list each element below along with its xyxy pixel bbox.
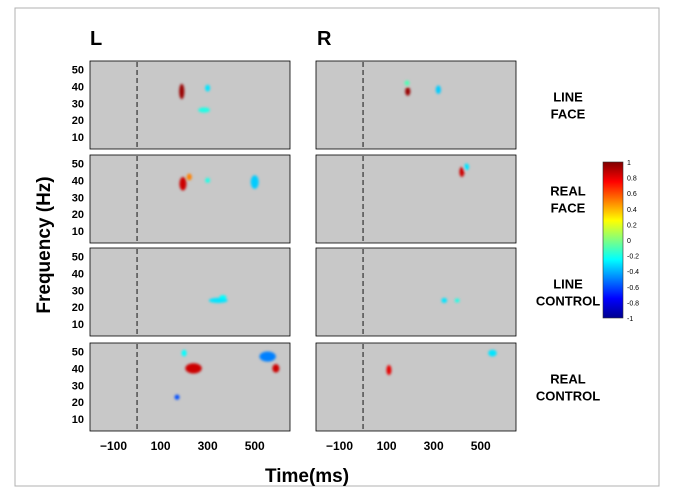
colorbar-tick-label: 0.2 xyxy=(627,222,637,229)
x-tick-label: 500 xyxy=(471,439,491,453)
activation-blob xyxy=(386,365,391,375)
y-tick-label: 20 xyxy=(72,209,84,221)
condition-label: CONTROL xyxy=(536,294,600,309)
activation-blob xyxy=(251,175,259,189)
activation-blob xyxy=(272,364,279,372)
y-tick-label: 10 xyxy=(72,414,84,426)
colorbar-tick-label: -0.2 xyxy=(627,254,639,261)
colorbar-tick-label: 0.8 xyxy=(627,176,637,183)
y-tick-label: 10 xyxy=(72,226,84,238)
colorbar-ramp xyxy=(603,162,623,318)
y-tick-label: 10 xyxy=(72,132,84,144)
y-tick-label: 40 xyxy=(72,363,84,375)
activation-blob xyxy=(179,177,186,191)
panel-l-real-face: 10 20 30 40 50 xyxy=(72,155,290,243)
y-tick-label: 20 xyxy=(72,397,84,409)
activation-blob xyxy=(259,351,275,361)
y-tick-label: 30 xyxy=(72,285,84,297)
y-tick-label: 50 xyxy=(72,158,84,170)
y-tick-label: 30 xyxy=(72,98,84,110)
activation-blob xyxy=(205,85,210,92)
x-tick-label: −100 xyxy=(100,439,127,453)
x-tick-label: 300 xyxy=(424,439,444,453)
colorbar-tick-label: -0.8 xyxy=(627,300,639,307)
x-tick-label: 100 xyxy=(151,439,171,453)
activation-blob xyxy=(187,174,192,181)
activation-blob xyxy=(405,80,410,85)
y-tick-label: 50 xyxy=(72,64,84,76)
condition-label: FACE xyxy=(551,107,586,122)
panel-background xyxy=(316,343,516,431)
panel-background xyxy=(316,61,516,149)
colorbar-tick-label: -0.4 xyxy=(627,269,639,276)
colorbar-tick-label: 0.4 xyxy=(627,207,637,214)
y-tick-label: 40 xyxy=(72,268,84,280)
y-tick-label: 40 xyxy=(72,175,84,187)
panel-l-line-face: 10 20 30 40 50 xyxy=(72,61,290,149)
activation-blob xyxy=(441,298,447,303)
panel-r-line-face xyxy=(316,61,516,149)
colorbar-tick-label: 1 xyxy=(627,160,631,167)
panel-background xyxy=(90,248,290,336)
panel-background xyxy=(90,61,290,149)
condition-label: LINE xyxy=(553,277,583,292)
activation-blob xyxy=(185,363,201,373)
activation-blob xyxy=(436,86,441,94)
y-tick-label: 10 xyxy=(72,319,84,331)
colorbar-tick-label: 0 xyxy=(627,238,631,245)
x-axis-label: Time(ms) xyxy=(265,466,349,487)
panel-background xyxy=(90,155,290,243)
panel-r-line-control xyxy=(316,248,516,336)
activation-blob xyxy=(459,167,464,177)
colorbar-tick-label: 0.6 xyxy=(627,191,637,198)
activation-blob xyxy=(455,298,460,302)
panel-l-real-control: 10 20 30 40 50 xyxy=(72,343,290,431)
activation-blob xyxy=(464,163,469,170)
x-tick-label: 300 xyxy=(198,439,218,453)
panel-l-line-control: 10 20 30 40 50 xyxy=(72,248,290,336)
hemisphere-label-left: L xyxy=(90,28,102,50)
condition-label: REAL xyxy=(550,372,585,387)
activation-blob xyxy=(179,84,184,99)
activation-blob xyxy=(175,395,180,400)
colorbar-tick-label: -1 xyxy=(627,316,633,323)
activation-blob xyxy=(488,350,496,357)
y-tick-label: 30 xyxy=(72,192,84,204)
y-axis-label: Frequency (Hz) xyxy=(34,176,55,313)
y-tick-label: 50 xyxy=(72,251,84,263)
condition-label: LINE xyxy=(553,90,583,105)
y-tick-label: 30 xyxy=(72,380,84,392)
panel-r-real-control xyxy=(316,343,516,431)
x-tick-label: 500 xyxy=(245,439,265,453)
y-tick-label: 50 xyxy=(72,346,84,358)
condition-label: CONTROL xyxy=(536,389,600,404)
y-tick-label: 20 xyxy=(72,302,84,314)
condition-label: FACE xyxy=(551,201,586,216)
condition-label: REAL xyxy=(550,184,585,199)
panel-background xyxy=(316,155,516,243)
panel-background xyxy=(316,248,516,336)
x-tick-label: −100 xyxy=(326,439,353,453)
activation-blob xyxy=(405,87,410,95)
y-tick-label: 40 xyxy=(72,81,84,93)
activation-blob xyxy=(198,108,210,113)
x-tick-label: 100 xyxy=(377,439,397,453)
hemisphere-label-right: R xyxy=(317,28,332,50)
activation-blob xyxy=(205,178,210,183)
panel-r-real-face xyxy=(316,155,516,243)
y-tick-label: 20 xyxy=(72,115,84,127)
colorbar-tick-label: -0.6 xyxy=(627,285,639,292)
activation-blob xyxy=(182,350,187,357)
activation-blob xyxy=(219,295,226,299)
